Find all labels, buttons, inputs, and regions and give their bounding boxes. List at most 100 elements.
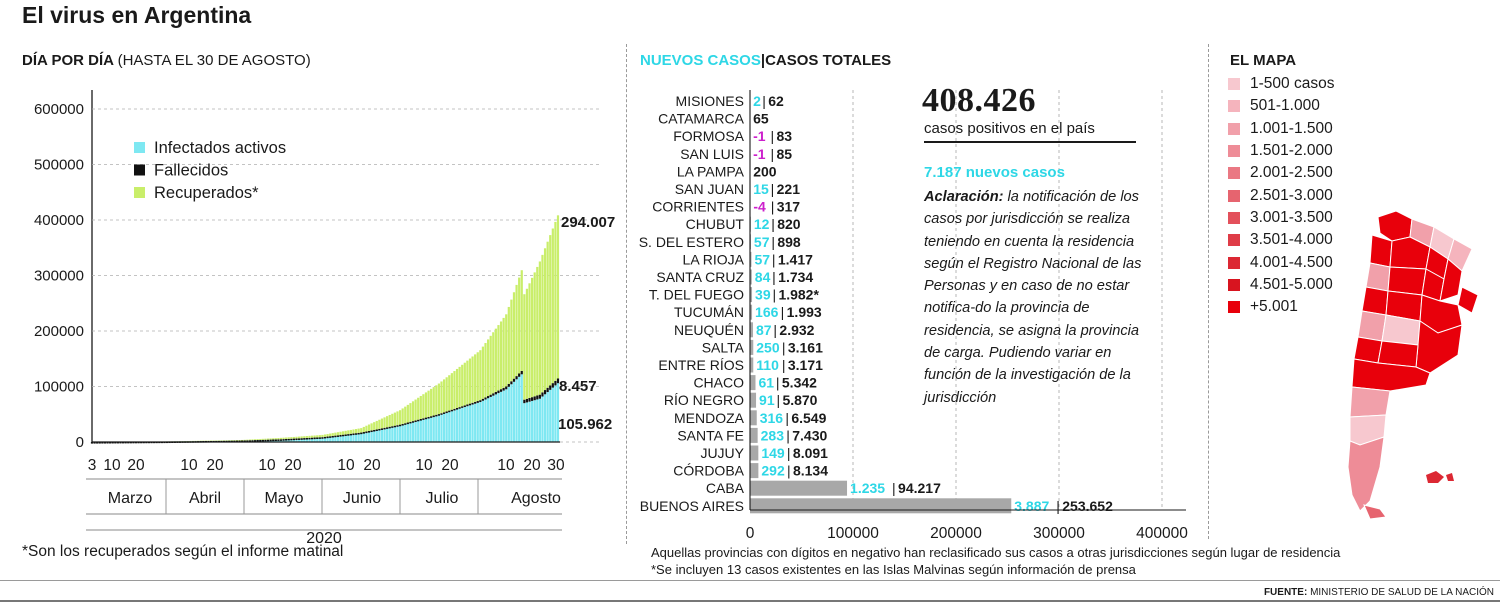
deaths-bar bbox=[109, 441, 112, 444]
active-bar bbox=[373, 430, 376, 442]
deaths-bar bbox=[455, 407, 459, 410]
recovered-bar bbox=[321, 434, 324, 438]
y-tick-label: 200000 bbox=[34, 323, 84, 340]
recovered-bar bbox=[383, 417, 386, 428]
new-cases-label: 110 bbox=[756, 357, 779, 373]
deaths-bar bbox=[329, 436, 332, 438]
deaths-bar bbox=[367, 430, 371, 433]
bar-category-label: MISIONES bbox=[676, 93, 744, 109]
new-cases-label: 166 bbox=[755, 304, 779, 320]
deaths-bar bbox=[398, 424, 402, 427]
deaths-bar bbox=[543, 390, 547, 395]
active-bar bbox=[543, 394, 547, 442]
new-cases-label: 1.235 bbox=[850, 480, 885, 496]
area-plot bbox=[90, 215, 560, 444]
total-cases-label: 1.417 bbox=[778, 251, 813, 267]
bar-category-label: BUENOS AIRES bbox=[640, 498, 744, 514]
panel-divider bbox=[1208, 44, 1209, 539]
recovered-bar bbox=[471, 356, 474, 403]
active-bar bbox=[342, 435, 345, 442]
active-bar bbox=[347, 434, 350, 442]
total-cases-label: 1.982* bbox=[778, 287, 819, 303]
active-bar bbox=[316, 437, 319, 442]
total-cases-label: 820 bbox=[777, 216, 801, 232]
month-label: Julio bbox=[426, 490, 459, 507]
deaths-bar bbox=[505, 386, 508, 390]
active-bar bbox=[401, 424, 404, 442]
map-legend-item: 2.501-3.000 bbox=[1228, 184, 1334, 206]
recovered-bar bbox=[414, 399, 417, 421]
deaths-bar bbox=[103, 441, 107, 444]
recovered-bar bbox=[445, 377, 448, 412]
recovered-bar bbox=[235, 440, 239, 441]
recovered-bar bbox=[274, 438, 277, 440]
active-bar bbox=[440, 414, 443, 442]
active-bar bbox=[285, 439, 288, 442]
legend-swatch bbox=[134, 187, 145, 198]
active-bar bbox=[362, 432, 365, 442]
deaths-bar bbox=[383, 427, 386, 430]
recovered-bar bbox=[401, 408, 404, 424]
x-day-label: 10 bbox=[497, 457, 515, 474]
recovered-bar bbox=[279, 437, 283, 440]
deaths-bar bbox=[422, 418, 425, 420]
total-bar bbox=[750, 480, 848, 496]
map-province bbox=[1387, 266, 1427, 296]
deaths-bar bbox=[261, 439, 264, 442]
bar-separator: | bbox=[776, 392, 780, 408]
deaths-bar bbox=[401, 423, 404, 426]
bar-category-label: T. DEL FUEGO bbox=[649, 287, 744, 303]
recovered-bar bbox=[461, 364, 464, 407]
recovered-bar bbox=[331, 433, 334, 436]
deaths-bar bbox=[458, 407, 461, 409]
recovered-bar bbox=[515, 284, 518, 377]
new-cases-line: 7.187 nuevos casos bbox=[924, 164, 1065, 181]
total-bar bbox=[750, 304, 753, 320]
recovered-bar bbox=[285, 437, 288, 439]
recovered-bar bbox=[551, 228, 554, 384]
note-bold: Aclaración: bbox=[924, 189, 1004, 205]
deaths-bar bbox=[510, 381, 513, 385]
active-bar bbox=[512, 381, 516, 442]
active-bar bbox=[538, 398, 541, 442]
recovered-bar bbox=[388, 414, 391, 427]
map-legend: 1-500 casos 501-1.000 1.001-1.500 1.501-2.0… bbox=[1228, 73, 1334, 318]
deaths-bar bbox=[481, 398, 485, 401]
recovered-bar bbox=[411, 401, 415, 422]
total-cases-label: 62 bbox=[768, 93, 784, 109]
deaths-bar bbox=[279, 439, 283, 441]
x-day-label: 10 bbox=[258, 457, 276, 474]
left-heading-light: (HASTA EL 30 DE AGOSTO) bbox=[117, 52, 311, 69]
deaths-bar bbox=[272, 439, 275, 442]
map-legend-swatch bbox=[1228, 301, 1240, 314]
recovered-bar bbox=[396, 411, 399, 426]
x-day-label: 10 bbox=[415, 457, 433, 474]
recovered-bar bbox=[518, 277, 521, 374]
source-text: MINISTERIO DE SALUD DE LA NACIÓN bbox=[1310, 587, 1494, 598]
active-bar bbox=[549, 389, 552, 442]
bar-separator: | bbox=[770, 146, 774, 162]
bar-category-label: SANTA CRUZ bbox=[656, 269, 744, 285]
deaths-bar bbox=[303, 438, 306, 440]
bar-x-tick-label: 400000 bbox=[1136, 525, 1188, 542]
deaths-bar bbox=[375, 429, 378, 431]
deaths-bar bbox=[463, 405, 466, 408]
active-bar bbox=[388, 427, 391, 442]
recovered-bar bbox=[453, 371, 456, 409]
recovered-bar bbox=[373, 422, 376, 430]
map-legend-swatch bbox=[1228, 211, 1240, 224]
recovered-bar bbox=[393, 412, 396, 426]
deaths-bar bbox=[316, 437, 319, 440]
bar-separator: | bbox=[781, 304, 785, 320]
active-bar bbox=[349, 434, 352, 442]
bar-x-tick-label: 300000 bbox=[1033, 525, 1085, 542]
map-province bbox=[1357, 310, 1387, 342]
deaths-bar bbox=[515, 376, 518, 380]
total-cases-label: 3.161 bbox=[788, 339, 823, 355]
month-label: Junio bbox=[343, 490, 381, 507]
active-bar bbox=[396, 425, 399, 442]
map-legend-swatch bbox=[1228, 78, 1240, 91]
deaths-bar bbox=[494, 391, 497, 395]
recovered-bar bbox=[241, 439, 244, 441]
new-cases-label: 283 bbox=[761, 427, 785, 443]
